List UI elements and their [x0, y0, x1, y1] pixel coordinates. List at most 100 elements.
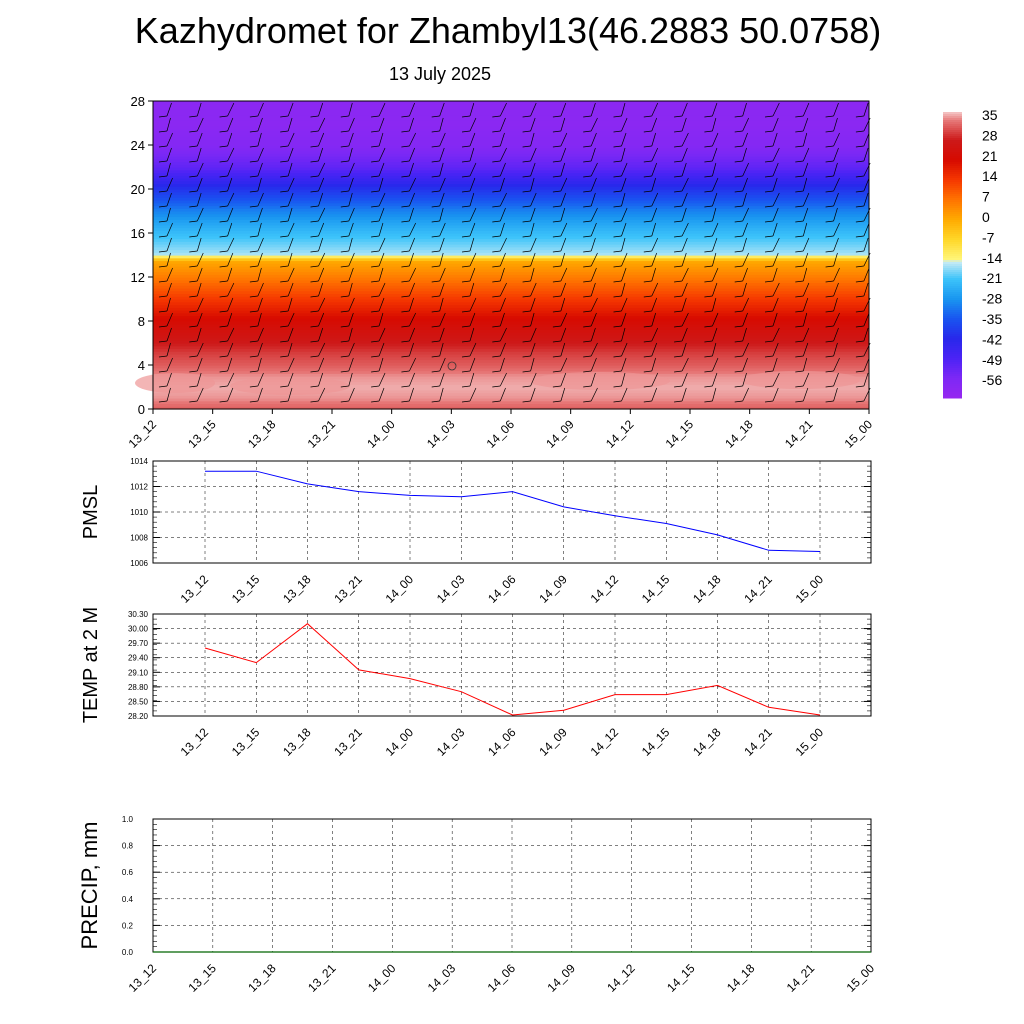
wind-barb-shaft — [530, 207, 536, 222]
wind-barb-shaft — [863, 237, 869, 252]
temperature-band — [153, 329, 869, 333]
wind-barb-shaft — [469, 387, 477, 402]
wind-barb-shaft — [560, 207, 566, 222]
wind-barb-shaft — [560, 252, 566, 267]
wind-barb-shaft — [712, 207, 717, 222]
colorbar-segment — [943, 348, 962, 351]
wind-barb-shaft — [348, 132, 354, 147]
wind-barb-shaft — [681, 132, 689, 147]
heatmap-x-tick-label: 13_12 — [126, 417, 160, 451]
wind-barb-flag — [795, 370, 804, 373]
wind-barb-shaft — [348, 117, 355, 132]
wind-barb-flag — [855, 295, 864, 298]
wind-barb-shaft — [530, 267, 535, 282]
wind-barb-shaft — [227, 177, 233, 192]
wind-barb-flag — [825, 385, 834, 388]
wind-barb-shaft — [681, 252, 687, 267]
wind-barb-shaft — [227, 372, 235, 387]
wind-barb-shaft — [742, 102, 747, 117]
wind-barb-shaft — [257, 327, 264, 342]
temp-y-tick-label: 29.70 — [128, 639, 149, 648]
wind-barb-flag — [855, 250, 864, 253]
wind-barb-flag — [249, 145, 258, 148]
wind-barb-flag — [522, 175, 531, 178]
wind-barb-flag — [280, 280, 289, 283]
wind-barb-shaft — [651, 312, 656, 327]
temperature-band — [153, 373, 869, 377]
temperature-band — [153, 109, 869, 113]
wind-barb-flag — [219, 355, 228, 358]
wind-barb-flag — [280, 325, 289, 328]
wind-barb-flag — [552, 130, 561, 133]
wind-barb-shaft — [318, 267, 325, 282]
temperature-band — [153, 235, 869, 240]
wind-barb-shaft — [863, 177, 870, 192]
wind-barb-flag — [583, 355, 592, 358]
wind-barb-shaft — [590, 252, 598, 267]
wind-barb-flag — [280, 340, 289, 343]
warm-pocket — [530, 372, 670, 390]
temperature-band — [153, 131, 869, 135]
wind-barb-shaft — [802, 312, 808, 327]
colorbar-segment — [943, 218, 962, 221]
colorbar-label: -7 — [982, 229, 995, 245]
temperature-band — [153, 266, 869, 270]
wind-barb-flag — [158, 355, 168, 358]
wind-barb-shaft — [772, 222, 778, 237]
wind-barb-shaft — [409, 387, 414, 402]
temp-x-tick-label: 14_21 — [741, 725, 775, 759]
wind-barb-flag — [734, 175, 743, 178]
wind-barb-flag — [371, 115, 380, 118]
precip-y-tick-label: 0.4 — [122, 895, 134, 904]
temperature-band — [153, 123, 869, 127]
wind-barb-flag — [492, 205, 501, 208]
wind-barb-shaft — [196, 117, 204, 132]
wind-barb-shaft — [257, 207, 263, 222]
wind-barb-shaft — [560, 132, 568, 147]
wind-barb-shaft — [712, 327, 718, 342]
wind-barb-flag — [704, 280, 713, 283]
temperature-band — [153, 260, 869, 264]
wind-barb-shaft — [166, 192, 172, 207]
wind-barb-flag — [492, 265, 501, 268]
wind-barb-flag — [704, 220, 713, 223]
wind-barb-flag — [249, 190, 258, 193]
colorbar-segment — [943, 216, 962, 219]
colorbar-segment — [943, 388, 962, 391]
wind-barb-shaft — [681, 102, 688, 117]
wind-barb-shaft — [378, 162, 385, 177]
wind-barb-shaft — [287, 177, 295, 192]
wind-barb-flag — [613, 130, 622, 133]
colorbar-segment — [943, 266, 962, 269]
wind-barb-flag — [401, 370, 410, 373]
wind-barb-shaft — [863, 357, 870, 372]
wind-barb-flag — [401, 220, 410, 223]
wind-barb-flag — [552, 205, 561, 208]
wind-barb-flag — [552, 385, 561, 388]
wind-barb-flag — [734, 340, 743, 343]
wind-barb-shaft — [499, 312, 505, 327]
colorbar-segment — [943, 208, 962, 211]
colorbar-segment — [943, 310, 962, 313]
colorbar-segment — [943, 260, 962, 263]
colorbar-segment — [943, 262, 962, 265]
wind-barb-shaft — [378, 207, 385, 222]
temperature-band — [153, 323, 869, 328]
wind-barb-flag — [401, 265, 410, 268]
wind-barb-flag — [583, 265, 592, 268]
wind-barb-shaft — [348, 267, 354, 282]
wind-barb-shaft — [257, 312, 262, 327]
wind-barb-shaft — [166, 282, 172, 297]
wind-barb-shaft — [409, 267, 417, 282]
wind-barb-shaft — [833, 387, 838, 402]
pmsl-y-tick-label: 1010 — [130, 508, 148, 517]
temperature-band — [153, 381, 869, 385]
wind-barb-flag — [280, 235, 289, 238]
wind-barb-flag — [340, 370, 349, 373]
wind-barb-shaft — [227, 192, 235, 207]
wind-barb-shaft — [742, 117, 749, 132]
wind-barb-shaft — [409, 252, 414, 267]
wind-barb-flag — [522, 220, 531, 223]
wind-barb-flag — [825, 250, 834, 253]
